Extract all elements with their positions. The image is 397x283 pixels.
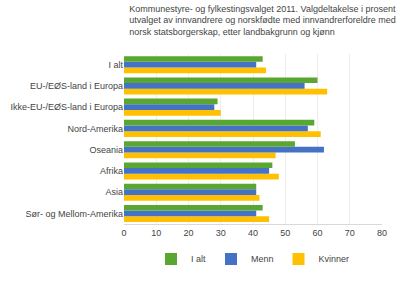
svg-text:70: 70: [345, 228, 355, 238]
svg-text:20: 20: [183, 228, 193, 238]
svg-text:Afrika: Afrika: [100, 166, 123, 176]
svg-text:30: 30: [216, 228, 226, 238]
svg-text:0: 0: [121, 228, 126, 238]
svg-text:Asia: Asia: [105, 187, 123, 197]
svg-text:Sør- og Mellom-Amerika: Sør- og Mellom-Amerika: [25, 209, 123, 219]
svg-text:EU-/EØS-land i Europa: EU-/EØS-land i Europa: [30, 81, 123, 91]
svg-text:60: 60: [312, 228, 322, 238]
svg-text:40: 40: [248, 228, 258, 238]
svg-text:Kommunestyre- og fylkestingsva: Kommunestyre- og fylkestingsvalget 2011.…: [129, 4, 397, 37]
svg-text:I alt: I alt: [191, 254, 206, 264]
svg-text:Kvinner: Kvinner: [319, 254, 350, 264]
svg-text:Oseania: Oseania: [89, 145, 123, 155]
svg-text:I alt: I alt: [108, 60, 123, 70]
svg-text:80: 80: [377, 228, 387, 238]
svg-text:Menn: Menn: [251, 254, 274, 264]
svg-text:Nord-Amerika: Nord-Amerika: [67, 124, 123, 134]
svg-text:10: 10: [151, 228, 161, 238]
svg-text:Ikke-EU-/EØS-land i Europa: Ikke-EU-/EØS-land i Europa: [10, 102, 123, 112]
svg-text:50: 50: [280, 228, 290, 238]
